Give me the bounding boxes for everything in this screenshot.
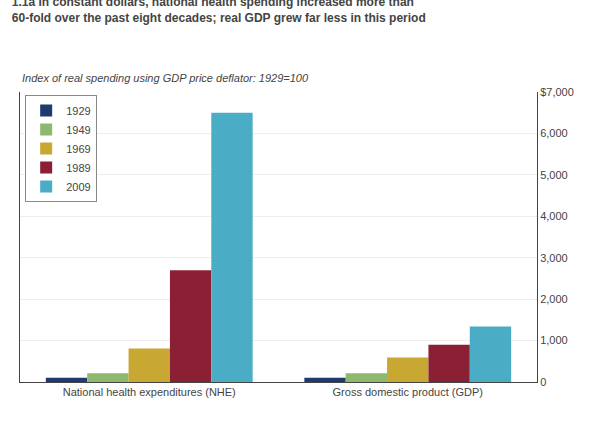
svg-text:National health expenditures (: National health expenditures (NHE): [63, 386, 236, 398]
svg-text:1969: 1969: [66, 143, 90, 155]
svg-text:0: 0: [540, 376, 546, 388]
svg-text:5,000: 5,000: [540, 169, 568, 181]
svg-text:2009: 2009: [66, 181, 90, 193]
svg-text:4,000: 4,000: [540, 210, 568, 222]
svg-text:1989: 1989: [66, 162, 90, 174]
svg-text:1949: 1949: [66, 124, 90, 136]
svg-text:6,000: 6,000: [540, 127, 568, 139]
svg-text:2,000: 2,000: [540, 293, 568, 305]
svg-text:1.1a In constant dollars, nati: 1.1a In constant dollars, national healt…: [12, 0, 426, 25]
svg-text:1929: 1929: [66, 105, 90, 117]
svg-text:Index of real spending using G: Index of real spending using GDP price d…: [22, 72, 309, 84]
svg-text:1,000: 1,000: [540, 334, 568, 346]
svg-text:Gross domestic product (GDP): Gross domestic product (GDP): [333, 386, 483, 398]
svg-text:$7,000: $7,000: [540, 86, 574, 98]
svg-text:3,000: 3,000: [540, 252, 568, 264]
